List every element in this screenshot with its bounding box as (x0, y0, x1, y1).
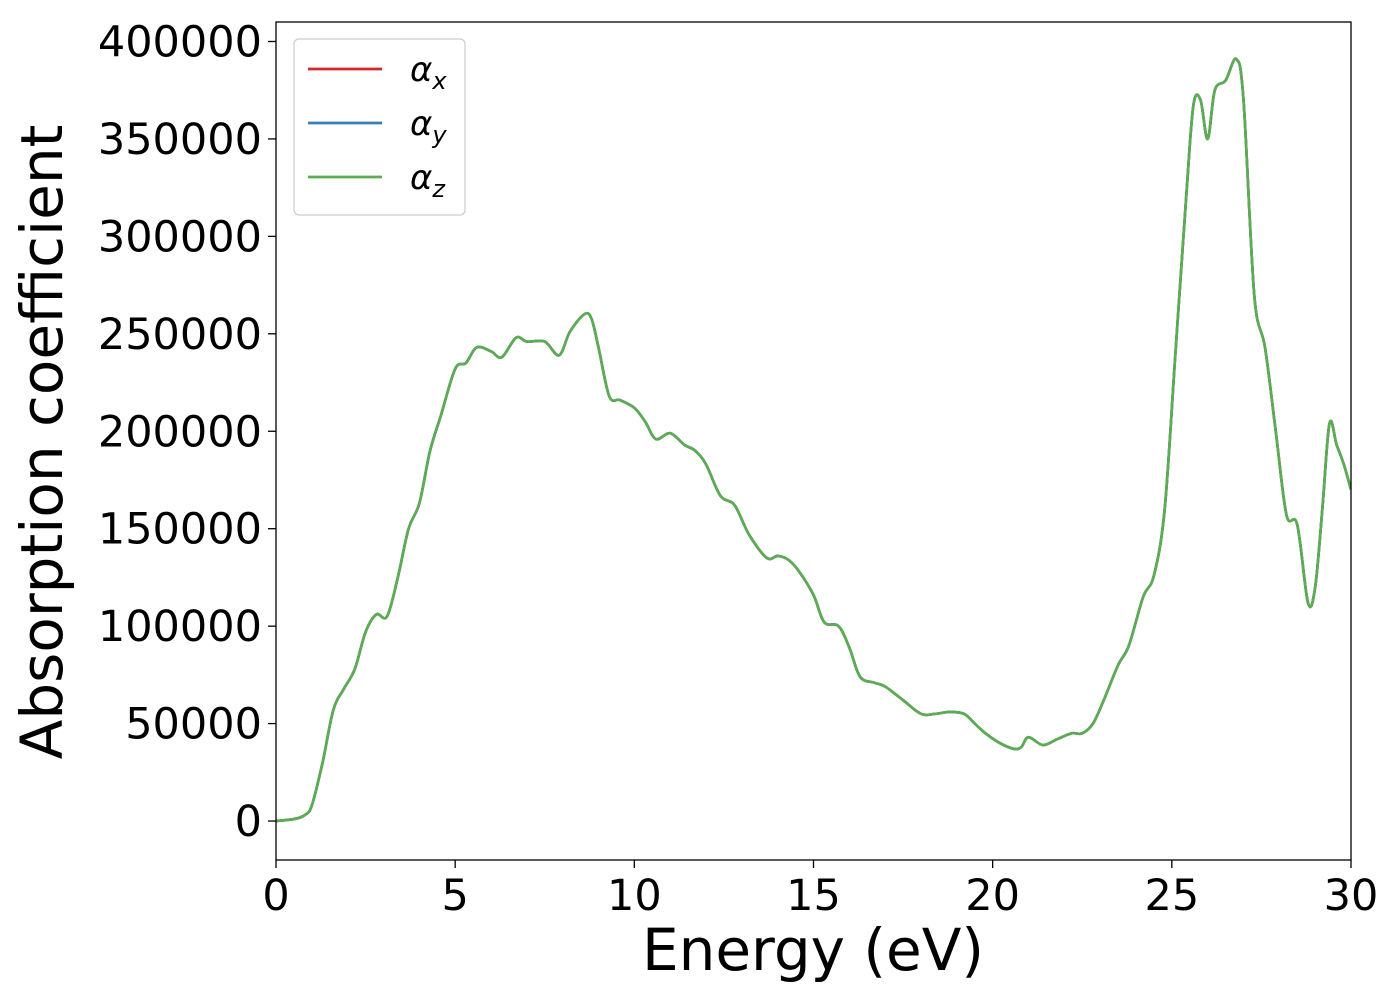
y-tick-label: 100000 (98, 602, 262, 652)
x-tick-label: 15 (786, 871, 841, 921)
series-layer (276, 57, 1351, 823)
x-tick-label: 20 (965, 871, 1020, 921)
x-tick-label: 5 (441, 871, 468, 921)
series-line-z (276, 57, 1351, 823)
legend-label-x: αx (410, 50, 447, 95)
y-tick-label: 250000 (98, 310, 262, 360)
x-tick-label: 10 (607, 871, 662, 921)
y-tick-label: 300000 (98, 212, 262, 262)
legend-label-z: αz (410, 158, 446, 203)
y-tick-label: 50000 (125, 700, 262, 750)
y-tick-label: 0 (235, 797, 262, 847)
y-tick-label: 200000 (98, 407, 262, 457)
x-tick-label: 0 (262, 871, 289, 921)
y-axis-label: Absorption coefficient (8, 125, 76, 760)
x-tick-label: 25 (1144, 871, 1199, 921)
y-tick-label: 150000 (98, 505, 262, 555)
y-tick-label: 400000 (98, 17, 262, 67)
y-tick-label: 350000 (98, 115, 262, 165)
legend-box (293, 38, 466, 216)
axes-layer: 0 5 10 15 20 25 30 0 50000 100000 150000 200000 2500… (98, 17, 1379, 921)
x-axis-label: Energy (eV) (642, 916, 984, 984)
legend: αx αy αz (293, 38, 466, 216)
x-tick-label: 30 (1324, 871, 1379, 921)
legend-label-y: αy (410, 104, 447, 149)
